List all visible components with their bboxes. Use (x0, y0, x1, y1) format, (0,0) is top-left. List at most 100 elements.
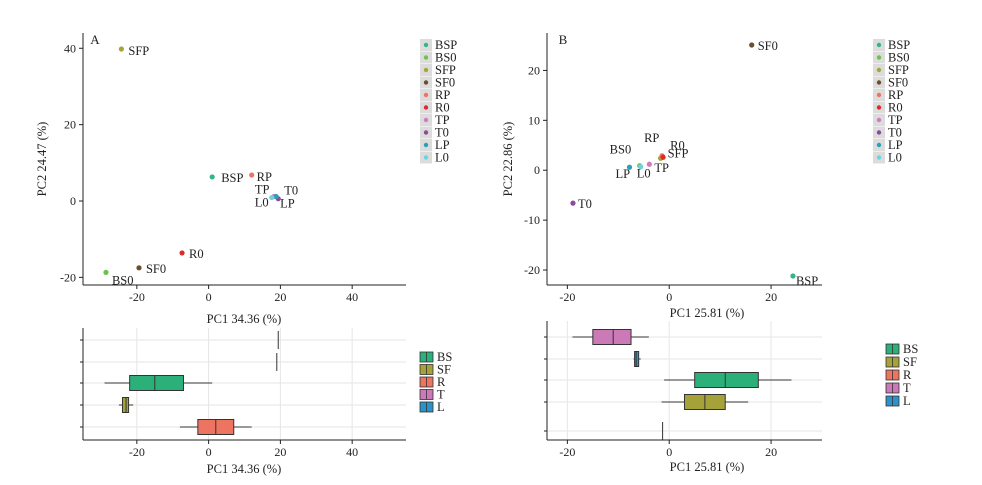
point-label: TP (654, 161, 669, 175)
point-label: L0 (255, 196, 269, 210)
legend-label: RP (888, 88, 903, 102)
data-point (249, 172, 255, 178)
point-label: SF0 (758, 39, 778, 53)
panel-label: A (90, 32, 100, 47)
point-label: T0 (284, 184, 298, 198)
y-tick-label: -10 (524, 213, 540, 227)
x-axis-title: PC1 34.36 (%) (207, 312, 282, 326)
y-tick-label: 40 (64, 41, 76, 55)
box-body (694, 372, 759, 388)
data-point (269, 194, 275, 201)
x-tick-label: -20 (559, 445, 575, 459)
data-point (646, 161, 652, 167)
legend-marker (876, 130, 882, 135)
y-axis-title: PC2 22.86 (%) (501, 122, 515, 197)
legend-label: T (903, 381, 911, 395)
y-tick-label: 10 (528, 113, 540, 127)
x-axis-title: PC1 34.36 (%) (207, 462, 282, 476)
legend-marker (423, 130, 429, 135)
legend-marker (876, 92, 882, 98)
legend-label: R (437, 375, 446, 389)
legend-label: BS0 (888, 51, 910, 65)
legend-label: SFP (888, 63, 909, 77)
x-tick-label: -20 (559, 290, 575, 304)
x-tick-label: 20 (274, 290, 286, 304)
y-tick-label: 20 (528, 63, 540, 77)
data-point (626, 164, 633, 170)
legend-marker (423, 80, 429, 85)
point-label: SFP (668, 146, 689, 160)
point-label: SFP (128, 44, 149, 58)
data-point (136, 265, 142, 271)
legend-marker (423, 42, 429, 48)
legend-label: SF0 (888, 76, 908, 90)
legend-marker (876, 142, 882, 148)
legend-marker (423, 67, 429, 73)
point-label: SF0 (146, 262, 166, 276)
x-axis-title: PC1 25.81 (%) (670, 306, 745, 320)
point-label: LP (616, 167, 631, 181)
data-point (749, 42, 755, 48)
legend-label: RP (435, 88, 450, 102)
y-axis-title: PC2 24.47 (%) (35, 122, 49, 197)
point-label: R0 (189, 247, 204, 261)
legend-label: T0 (888, 126, 902, 140)
y-tick-label: -20 (524, 263, 540, 277)
point-label: RP (644, 131, 659, 145)
point-label: R0 (670, 138, 685, 152)
legend-marker (876, 105, 882, 110)
legend-label: TP (888, 113, 903, 127)
point-label: RP (257, 170, 272, 184)
point-label: LP (280, 196, 295, 210)
legend-marker (423, 105, 429, 110)
data-point (179, 250, 185, 256)
legend-marker (876, 80, 882, 85)
legend-label: L0 (888, 151, 902, 165)
data-point (660, 154, 666, 160)
legend-label: BSP (888, 38, 910, 52)
data-point (273, 193, 279, 200)
legend-label: R0 (888, 101, 903, 115)
legend-marker (876, 117, 882, 123)
legend-label: R (903, 368, 912, 382)
legend-label: LP (435, 138, 450, 152)
legend-label: SFP (435, 63, 456, 77)
legend-label: SF0 (435, 76, 455, 90)
legend-label: L (903, 394, 911, 408)
legend-label: LP (888, 138, 903, 152)
legend-marker (876, 67, 882, 73)
point-label: T0 (578, 197, 592, 211)
x-tick-label: 0 (666, 445, 672, 459)
x-tick-label: -20 (129, 445, 145, 459)
legend-marker (423, 117, 429, 123)
legend-label: T (437, 388, 445, 402)
y-tick-label: 20 (64, 118, 76, 132)
x-tick-label: 40 (346, 445, 358, 459)
legend-label: BSP (435, 38, 457, 52)
x-tick-label: 20 (274, 445, 286, 459)
legend-label: BS (903, 342, 918, 356)
legend-marker (423, 155, 429, 160)
y-tick-label: 0 (70, 194, 76, 208)
x-tick-label: 0 (206, 290, 212, 304)
legend-marker (876, 55, 882, 60)
legend-marker (876, 155, 882, 160)
x-tick-label: 20 (765, 445, 777, 459)
panel-label: B (559, 32, 568, 47)
legend-label: SF (437, 363, 451, 377)
legend-marker (423, 142, 429, 148)
box-body (592, 329, 632, 345)
x-tick-label: 0 (206, 445, 212, 459)
legend-label: L0 (435, 151, 449, 165)
legend-label: SF (903, 355, 917, 369)
legend-label: R0 (435, 101, 450, 115)
x-tick-label: -20 (129, 290, 145, 304)
point-label: BS0 (610, 143, 632, 157)
data-point (209, 174, 215, 180)
x-axis-title: PC1 25.81 (%) (670, 460, 745, 474)
x-tick-label: 0 (666, 290, 672, 304)
legend-marker (423, 92, 429, 98)
y-tick-label: -20 (60, 270, 76, 284)
point-label: BSP (221, 171, 243, 185)
